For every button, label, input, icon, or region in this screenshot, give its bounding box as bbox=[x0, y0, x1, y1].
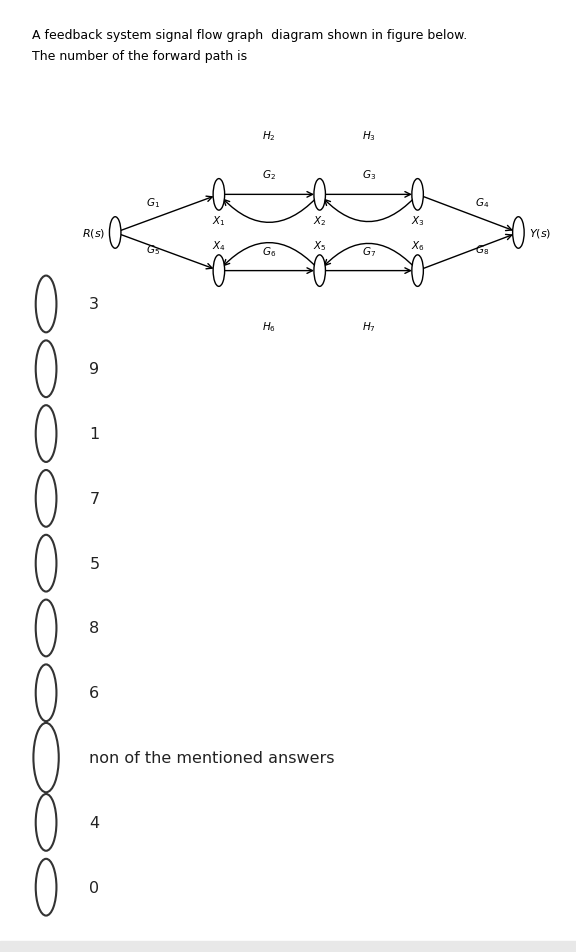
FancyArrowPatch shape bbox=[224, 244, 316, 268]
Ellipse shape bbox=[213, 179, 225, 211]
Ellipse shape bbox=[314, 179, 325, 211]
Ellipse shape bbox=[213, 255, 225, 288]
Text: $G_7$: $G_7$ bbox=[362, 246, 376, 259]
Ellipse shape bbox=[36, 794, 56, 851]
Text: 6: 6 bbox=[89, 685, 100, 701]
Text: $H_6$: $H_6$ bbox=[262, 320, 276, 333]
FancyArrowPatch shape bbox=[325, 244, 414, 268]
Text: 3: 3 bbox=[89, 297, 99, 312]
Ellipse shape bbox=[412, 255, 423, 288]
Text: $H_7$: $H_7$ bbox=[362, 320, 376, 333]
Ellipse shape bbox=[412, 179, 423, 211]
Text: 0: 0 bbox=[89, 880, 100, 895]
Text: $X_3$: $X_3$ bbox=[411, 214, 425, 228]
Text: 7: 7 bbox=[89, 491, 100, 506]
Ellipse shape bbox=[36, 470, 56, 527]
Text: 8: 8 bbox=[89, 621, 100, 636]
FancyArrowPatch shape bbox=[120, 235, 212, 269]
Text: $G_4$: $G_4$ bbox=[475, 196, 490, 209]
Text: $H_2$: $H_2$ bbox=[263, 129, 276, 143]
Text: 4: 4 bbox=[89, 815, 100, 830]
Ellipse shape bbox=[109, 217, 121, 249]
FancyArrowPatch shape bbox=[325, 192, 411, 198]
Text: $X_4$: $X_4$ bbox=[212, 239, 226, 252]
Text: $X_2$: $X_2$ bbox=[313, 214, 327, 228]
FancyArrowPatch shape bbox=[225, 268, 313, 274]
Text: 5: 5 bbox=[89, 556, 100, 571]
Text: $H_3$: $H_3$ bbox=[362, 129, 376, 143]
Ellipse shape bbox=[36, 535, 56, 592]
Text: A feedback system signal flow graph  diagram shown in figure below.: A feedback system signal flow graph diag… bbox=[32, 29, 467, 42]
FancyArrowPatch shape bbox=[423, 235, 511, 269]
Text: 1: 1 bbox=[89, 426, 100, 442]
Ellipse shape bbox=[36, 276, 56, 333]
Text: The number of the forward path is: The number of the forward path is bbox=[32, 50, 247, 63]
Ellipse shape bbox=[36, 664, 56, 722]
FancyArrowPatch shape bbox=[224, 199, 316, 223]
Text: non of the mentioned answers: non of the mentioned answers bbox=[89, 750, 335, 765]
Ellipse shape bbox=[36, 341, 56, 398]
Text: $G_6$: $G_6$ bbox=[262, 246, 276, 259]
Ellipse shape bbox=[36, 406, 56, 463]
FancyArrowPatch shape bbox=[120, 197, 212, 231]
Text: $G_3$: $G_3$ bbox=[362, 169, 376, 182]
Ellipse shape bbox=[513, 217, 524, 249]
Text: $G_5$: $G_5$ bbox=[146, 244, 160, 257]
Text: 9: 9 bbox=[89, 362, 100, 377]
Ellipse shape bbox=[36, 600, 56, 657]
Ellipse shape bbox=[314, 255, 325, 288]
Text: $X_6$: $X_6$ bbox=[411, 239, 425, 252]
Bar bbox=[0, 941, 576, 952]
Text: $X_5$: $X_5$ bbox=[313, 239, 327, 252]
FancyArrowPatch shape bbox=[423, 197, 511, 231]
FancyArrowPatch shape bbox=[325, 199, 414, 223]
Text: $G_2$: $G_2$ bbox=[262, 169, 276, 182]
Text: $G_1$: $G_1$ bbox=[146, 196, 160, 209]
FancyArrowPatch shape bbox=[225, 192, 313, 198]
Text: $Y(s)$: $Y(s)$ bbox=[529, 227, 551, 240]
Ellipse shape bbox=[36, 859, 56, 916]
Text: $R(s)$: $R(s)$ bbox=[82, 227, 105, 240]
Text: $G_8$: $G_8$ bbox=[475, 244, 490, 257]
Ellipse shape bbox=[33, 724, 59, 792]
FancyArrowPatch shape bbox=[325, 268, 411, 274]
Text: $X_1$: $X_1$ bbox=[212, 214, 226, 228]
